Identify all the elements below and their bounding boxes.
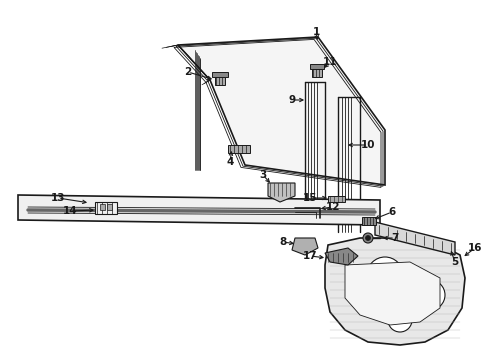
Polygon shape (310, 64, 324, 69)
Polygon shape (95, 202, 117, 214)
Circle shape (367, 257, 403, 293)
Polygon shape (228, 145, 250, 153)
Polygon shape (375, 222, 455, 255)
Text: 8: 8 (279, 237, 287, 247)
Text: 5: 5 (451, 257, 459, 267)
Polygon shape (18, 195, 380, 225)
Polygon shape (212, 72, 228, 77)
Circle shape (388, 308, 412, 332)
Text: 3: 3 (259, 170, 267, 180)
Polygon shape (325, 248, 358, 265)
Polygon shape (345, 262, 440, 325)
Polygon shape (325, 238, 465, 345)
Text: 17: 17 (303, 251, 318, 261)
Polygon shape (362, 217, 376, 225)
Text: 4: 4 (226, 157, 234, 167)
Text: 14: 14 (63, 206, 77, 216)
Circle shape (375, 265, 395, 285)
Polygon shape (292, 238, 318, 255)
Text: 13: 13 (51, 193, 65, 203)
Text: 2: 2 (184, 67, 192, 77)
Polygon shape (178, 37, 385, 185)
Text: 10: 10 (361, 140, 375, 150)
Polygon shape (312, 69, 322, 77)
Polygon shape (328, 196, 345, 202)
Text: 9: 9 (289, 95, 295, 105)
Polygon shape (107, 204, 112, 210)
Circle shape (422, 287, 438, 303)
Text: 11: 11 (323, 57, 337, 67)
Text: 7: 7 (392, 233, 399, 243)
Text: 12: 12 (326, 202, 340, 212)
Circle shape (366, 235, 370, 240)
Circle shape (363, 233, 373, 243)
Text: 16: 16 (468, 243, 482, 253)
Circle shape (415, 280, 445, 310)
Polygon shape (268, 183, 295, 202)
Polygon shape (215, 77, 225, 85)
Text: 6: 6 (389, 207, 395, 217)
Text: 1: 1 (313, 27, 319, 37)
Text: 15: 15 (303, 193, 317, 203)
Polygon shape (100, 204, 105, 210)
